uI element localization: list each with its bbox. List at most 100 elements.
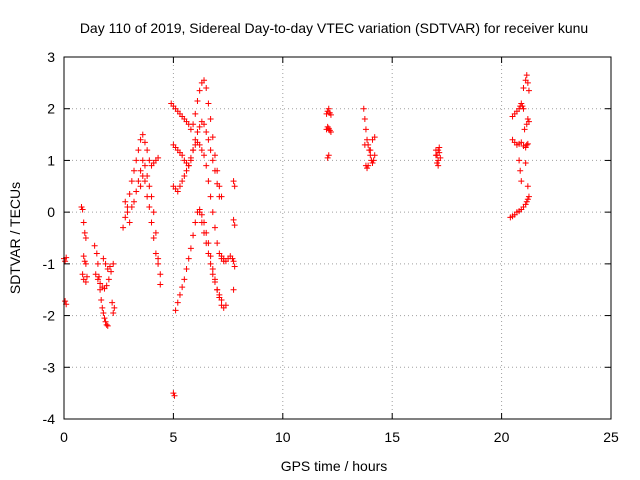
data-point — [231, 183, 238, 190]
series-arc-m — [196, 209, 225, 304]
data-point — [128, 203, 135, 210]
data-point — [141, 139, 148, 146]
data-point — [218, 297, 225, 304]
data-point — [152, 250, 159, 257]
data-point — [525, 118, 532, 125]
data-point — [523, 141, 530, 148]
data-point — [517, 167, 524, 174]
x-tick-label: 15 — [384, 429, 400, 445]
data-point — [98, 297, 105, 304]
data-point — [207, 116, 214, 123]
data-point — [434, 160, 441, 167]
data-point — [141, 162, 148, 169]
axis-ticks: 0 5 10 15 20 25 -4 -3 -2 -1 0 1 2 3 — [43, 49, 619, 445]
data-point — [181, 172, 188, 179]
data-point — [126, 191, 133, 198]
series-arc-v — [509, 136, 531, 151]
data-point — [146, 203, 153, 210]
data-point — [141, 178, 148, 185]
data-point — [325, 152, 332, 159]
data-point — [110, 309, 117, 316]
y-tick-label: 1 — [47, 152, 55, 168]
data-point — [128, 178, 135, 185]
data-point — [97, 280, 104, 287]
data-point — [196, 209, 203, 216]
data-point — [211, 167, 218, 174]
data-point — [214, 240, 221, 247]
data-point — [179, 152, 186, 159]
data-point — [148, 219, 155, 226]
data-point — [216, 291, 223, 298]
data-point — [80, 219, 87, 226]
x-tick-label: 10 — [275, 429, 291, 445]
data-point — [205, 178, 212, 185]
data-point — [176, 183, 183, 190]
data-point — [201, 152, 208, 159]
data-point — [518, 139, 525, 146]
series-arc-o — [230, 178, 238, 229]
data-point — [150, 209, 157, 216]
data-point — [211, 224, 218, 231]
data-point — [135, 147, 142, 154]
data-point — [62, 298, 69, 305]
data-point — [365, 162, 372, 169]
data-point — [183, 167, 190, 174]
data-point — [361, 141, 368, 148]
data-point — [174, 299, 181, 306]
data-point — [435, 162, 442, 169]
data-point — [109, 299, 116, 306]
data-point — [432, 152, 439, 159]
data-point — [181, 276, 188, 283]
data-point — [174, 188, 181, 195]
data-point — [194, 128, 201, 135]
data-point — [122, 214, 129, 221]
data-point — [196, 141, 203, 148]
data-point — [198, 219, 205, 226]
data-point — [231, 222, 238, 229]
data-point — [122, 198, 129, 205]
data-point — [327, 111, 334, 118]
data-point — [524, 79, 531, 86]
data-point — [83, 273, 90, 280]
data-point — [110, 260, 117, 267]
series-arc-h — [137, 162, 164, 288]
data-point — [190, 232, 197, 239]
data-point — [62, 258, 69, 265]
data-point — [78, 203, 85, 210]
data-point — [100, 255, 107, 262]
data-point — [139, 157, 146, 164]
data-point — [209, 209, 216, 216]
data-point — [323, 110, 330, 117]
data-point — [211, 278, 218, 285]
series-arc-c — [91, 242, 111, 329]
data-point — [205, 250, 212, 257]
data-point — [371, 134, 378, 141]
series-arc-t — [507, 193, 532, 221]
data-point — [361, 116, 368, 123]
data-point — [100, 309, 107, 316]
data-point — [192, 110, 199, 117]
data-point — [201, 229, 208, 236]
data-point — [144, 172, 151, 179]
data-point — [179, 178, 186, 185]
data-point — [370, 157, 377, 164]
data-point — [94, 260, 101, 267]
y-axis-label: SDTVAR / TECUs — [7, 182, 23, 294]
data-point — [521, 126, 528, 133]
series-arc-d — [92, 260, 118, 316]
series-arc-q — [323, 105, 334, 161]
data-point — [133, 157, 140, 164]
data-point — [201, 121, 208, 128]
series-arc-p — [170, 390, 178, 399]
data-point — [364, 136, 371, 143]
data-point — [230, 286, 237, 293]
data-point — [369, 160, 376, 167]
data-points — [61, 72, 532, 399]
data-point — [516, 157, 523, 164]
data-point — [187, 126, 194, 133]
data-point — [222, 302, 229, 309]
data-point — [520, 85, 527, 92]
data-point — [133, 188, 140, 195]
data-point — [101, 315, 108, 322]
